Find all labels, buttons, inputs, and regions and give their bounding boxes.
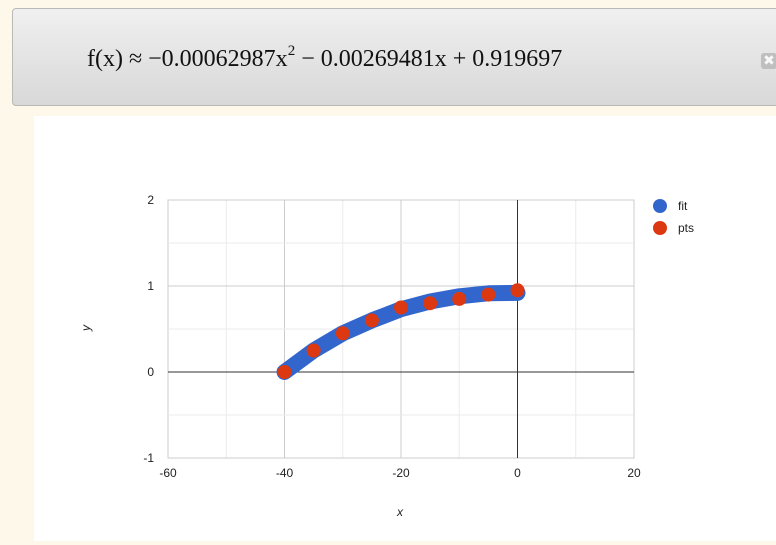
series-point [452,291,467,306]
y-tick-label: 1 [147,279,154,293]
legend-label: fit [678,199,688,213]
x-tick-label: 0 [514,466,521,480]
x-tick-label: -40 [276,466,294,480]
formula-lhs: f(x) ≈ −0.00062987x [87,46,288,72]
formula-exponent: 2 [287,43,296,59]
series-point [335,326,350,341]
x-tick-label: 20 [627,466,641,480]
x-tick-label: -60 [159,466,177,480]
x-axis-label: x [396,505,404,519]
series-point [423,296,438,311]
chart-panel: -60 -40 -20 0 20 -1 0 1 2 x y fit pts [34,116,776,541]
series-point [277,365,292,379]
series-point [481,287,496,302]
grid [167,199,635,459]
axes [168,200,634,458]
formula-bar: f(x) ≈ −0.00062987x2 − 0.00269481x + 0.9… [12,8,776,106]
formula-rhs: − 0.00269481x + 0.919697 [295,46,563,72]
series-point [306,343,321,358]
legend: fit pts [653,199,694,235]
x-tick-label: -20 [392,466,410,480]
legend-marker [653,199,667,213]
series-point [510,283,525,298]
series-point [394,300,408,315]
chart: -60 -40 -20 0 20 -1 0 1 2 x y fit pts [79,193,694,519]
tick-labels: -60 -40 -20 0 20 -1 0 1 2 [143,193,641,480]
close-icon[interactable]: ✖ [761,53,776,69]
legend-marker [653,221,667,235]
series-layer [276,283,526,380]
legend-label: pts [678,221,694,235]
y-axis-label: y [79,324,93,332]
formula-text: f(x) ≈ −0.00062987x2 − 0.00269481x + 0.9… [87,43,562,73]
y-tick-label: 0 [147,365,154,379]
y-tick-label: -1 [143,451,154,465]
y-tick-label: 2 [147,193,154,207]
series-point [364,313,379,328]
